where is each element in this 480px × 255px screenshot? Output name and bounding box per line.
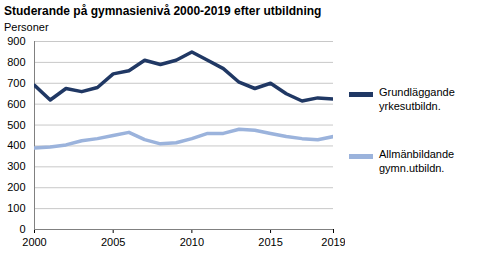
svg-text:800: 800: [7, 56, 25, 68]
svg-text:700: 700: [7, 77, 25, 89]
html-text:Grundläggande yrkesutbildn.: Grundläggande yrkesutbildn.: [379, 86, 455, 112]
html-text:Studerande på gymnasienivå 200: Studerande på gymnasienivå 2000-2019 eft…: [4, 4, 322, 18]
svg-text:500: 500: [7, 119, 25, 131]
svg-text:900: 900: [7, 35, 25, 47]
svg-text:400: 400: [7, 139, 25, 151]
svg-text:2010: 2010: [180, 236, 204, 248]
html-text:Allmänbildande gymn.utbildn.: Allmänbildande gymn.utbildn.: [379, 148, 455, 174]
svg-text:100: 100: [7, 202, 25, 214]
svg-text:2019: 2019: [321, 236, 345, 248]
svg-text:2005: 2005: [101, 236, 125, 248]
svg-text:600: 600: [7, 98, 25, 110]
svg-text:300: 300: [7, 160, 25, 172]
svg-text:0: 0: [19, 223, 25, 235]
svg-text:2015: 2015: [258, 236, 282, 248]
svg-text:200: 200: [7, 181, 25, 193]
html-text:Personer: Personer: [4, 21, 49, 33]
svg-text:2000: 2000: [22, 236, 46, 248]
